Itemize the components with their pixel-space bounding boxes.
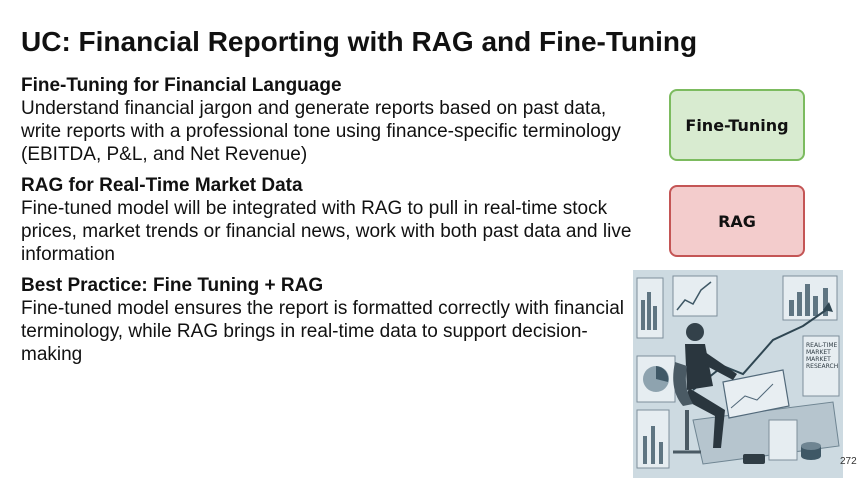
slide-title: UC: Financial Reporting with RAG and Fin… [21, 26, 698, 57]
caption-line: MARKET [806, 349, 831, 356]
section-heading: RAG for Real-Time Market Data [21, 175, 303, 196]
section-rag: RAG for Real-Time Market Data Fine-tuned… [21, 174, 636, 266]
illustration-caption: REAL-TIME MARKET MARKET RESEARCH [806, 342, 840, 370]
caption-line: RESEARCH [806, 363, 839, 370]
financial-analyst-illustration: REAL-TIME MARKET MARKET RESEARCH [633, 270, 843, 478]
section-heading: Fine-Tuning for Financial Language [21, 75, 342, 96]
section-heading: Best Practice: Fine Tuning + RAG [21, 275, 324, 296]
content-body: Fine-Tuning for Financial Language Under… [21, 74, 636, 374]
section-fine-tuning: Fine-Tuning for Financial Language Under… [21, 74, 636, 166]
section-text: Fine-tuned model will be integrated with… [21, 198, 632, 265]
fine-tuning-box: Fine-Tuning [669, 89, 805, 161]
page-number: 272 [840, 456, 857, 467]
section-best-practice: Best Practice: Fine Tuning + RAG Fine-tu… [21, 274, 636, 366]
illustration-art [633, 270, 843, 478]
rag-box: RAG [669, 185, 805, 257]
caption-line: MARKET [806, 356, 831, 363]
section-text: Understand financial jargon and generate… [21, 98, 621, 165]
section-text: Fine-tuned model ensures the report is f… [21, 298, 624, 365]
caption-line: REAL-TIME [806, 342, 838, 349]
